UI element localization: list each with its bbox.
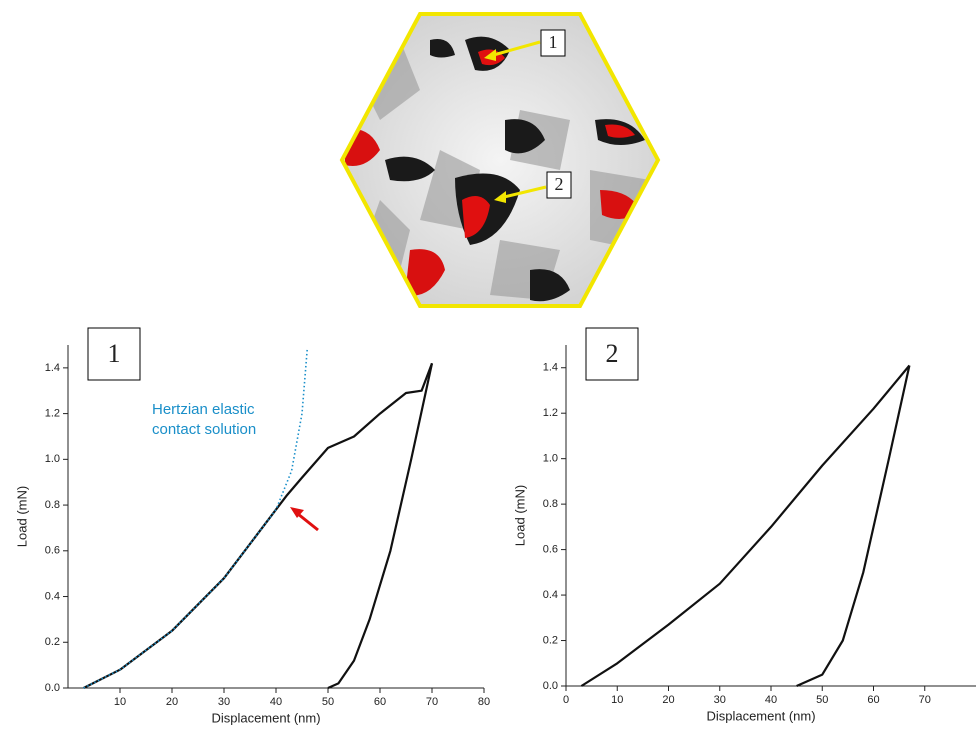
x-axis-label: Displacement (nm) [211, 710, 320, 725]
y-tick-label: 1.2 [45, 408, 60, 420]
y-axis-label: Load (mN) [14, 486, 29, 547]
marker-label: 2 [555, 174, 564, 194]
x-tick-label: 30 [218, 696, 230, 708]
x-tick-label: 80 [478, 696, 490, 708]
x-tick-label: 10 [114, 696, 126, 708]
x-tick-label: 40 [765, 694, 777, 706]
annotation-arrow-head [290, 507, 304, 518]
panel-label: 2 [606, 339, 619, 368]
y-tick-label: 0.2 [45, 636, 60, 648]
y-tick-label: 0.6 [543, 544, 558, 556]
data-line [327, 363, 434, 690]
x-tick-label: 20 [166, 696, 178, 708]
x-tick-label: 70 [919, 694, 931, 706]
y-tick-label: 1.0 [543, 453, 558, 465]
pointer [489, 40, 541, 58]
marker-box [546, 171, 572, 199]
y-tick-label: 1.4 [543, 362, 558, 374]
marker-box [540, 29, 566, 57]
annotation: contact solution [152, 421, 256, 438]
marker-label: 1 [549, 32, 558, 52]
y-tick-label: 0.4 [45, 590, 60, 602]
pointer [499, 185, 547, 200]
y-tick-label: 0.0 [543, 680, 558, 692]
x-tick-label: 0 [563, 694, 569, 706]
data-line [580, 364, 911, 687]
x-tick-label: 50 [322, 696, 334, 708]
micrograph [342, 14, 658, 306]
y-tick-label: 0.6 [45, 545, 60, 557]
data-line [83, 362, 434, 689]
y-tick-label: 0.4 [543, 589, 558, 601]
y-tick-label: 1.4 [45, 362, 60, 374]
panel-box [87, 327, 141, 381]
pointer-head [494, 191, 506, 203]
x-tick-label: 50 [816, 694, 828, 706]
panel-box [585, 327, 639, 381]
y-tick-label: 0.8 [45, 499, 60, 511]
y-tick-label: 1.0 [45, 453, 60, 465]
annotation: Hertzian elastic [152, 401, 255, 418]
y-tick-label: 1.2 [543, 407, 558, 419]
x-tick-label: 20 [662, 694, 674, 706]
x-tick-label: 30 [714, 694, 726, 706]
x-tick-label: 70 [426, 696, 438, 708]
x-axis-label: Displacement (nm) [706, 708, 815, 723]
x-tick-label: 10 [611, 694, 623, 706]
x-tick-label: 60 [374, 696, 386, 708]
hex-frame [339, 12, 661, 308]
x-tick-label: 60 [867, 694, 879, 706]
panel-label: 1 [108, 339, 121, 368]
pointer-head [484, 49, 496, 61]
y-tick-label: 0.0 [45, 682, 60, 694]
y-axis-label: Load (mN) [512, 485, 527, 546]
annotation-arrow [297, 512, 319, 532]
x-tick-label: 40 [270, 696, 282, 708]
y-tick-label: 0.2 [543, 634, 558, 646]
data-line [796, 365, 911, 688]
y-tick-label: 0.8 [543, 498, 558, 510]
